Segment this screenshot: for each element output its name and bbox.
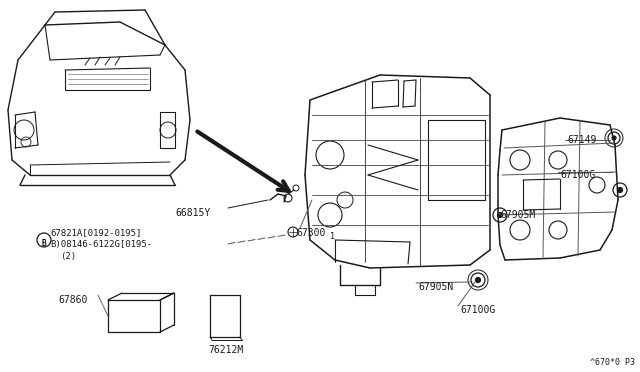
Text: 1: 1 bbox=[330, 232, 335, 241]
Circle shape bbox=[493, 208, 507, 222]
Circle shape bbox=[618, 187, 623, 192]
Text: 67100G: 67100G bbox=[560, 170, 595, 180]
Text: 67100G: 67100G bbox=[460, 305, 495, 315]
Circle shape bbox=[476, 278, 481, 282]
Text: 67905N: 67905N bbox=[418, 282, 453, 292]
Text: B)08146-6122G[0195-: B)08146-6122G[0195- bbox=[50, 240, 152, 249]
Text: B: B bbox=[42, 240, 46, 248]
Text: 66815Y: 66815Y bbox=[175, 208, 211, 218]
Text: 67905M: 67905M bbox=[500, 210, 535, 220]
Text: 67149: 67149 bbox=[567, 135, 596, 145]
Circle shape bbox=[612, 136, 616, 140]
Text: 76212M: 76212M bbox=[208, 345, 243, 355]
Text: B: B bbox=[42, 240, 46, 248]
Text: (2): (2) bbox=[60, 252, 76, 261]
Text: 67821A[0192-0195]: 67821A[0192-0195] bbox=[50, 228, 141, 237]
Circle shape bbox=[608, 132, 620, 144]
Text: 67300: 67300 bbox=[296, 228, 325, 238]
Circle shape bbox=[613, 183, 627, 197]
Text: 67860: 67860 bbox=[58, 295, 88, 305]
Text: ^670*0 P3: ^670*0 P3 bbox=[590, 358, 635, 367]
Circle shape bbox=[497, 212, 502, 218]
Circle shape bbox=[471, 273, 485, 287]
